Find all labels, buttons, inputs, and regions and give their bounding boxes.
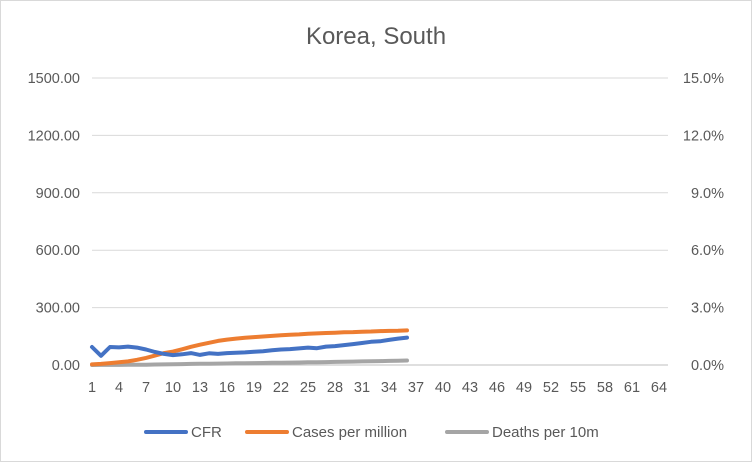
left-y-tick-label: 1500.00 (28, 71, 80, 87)
legend-label: Cases per million (292, 424, 407, 441)
series-line-cfr (90, 335, 409, 358)
right-y-tick-label: 12.0% (683, 128, 724, 144)
x-tick-label: 46 (489, 380, 505, 396)
right-y-axis: 0.0% 3.0% 6.0% 9.0% 12.0% 15.0% (683, 71, 724, 374)
right-y-tick-label: 6.0% (691, 243, 724, 259)
left-y-tick-label: 300.00 (36, 301, 80, 317)
x-tick-label: 37 (408, 380, 424, 396)
left-y-tick-label: 900.00 (36, 186, 80, 202)
x-tick-label: 34 (381, 380, 397, 396)
x-tick-label: 31 (354, 380, 370, 396)
x-tick-label: 58 (597, 380, 613, 396)
left-y-tick-label: 1200.00 (28, 128, 80, 144)
x-tick-label: 64 (651, 380, 667, 396)
x-tick-label: 49 (516, 380, 532, 396)
series-lines (90, 328, 409, 367)
chart-title: Korea, South (306, 23, 446, 50)
right-y-tick-label: 9.0% (691, 186, 724, 202)
x-tick-label: 16 (219, 380, 235, 396)
legend-label: CFR (191, 424, 222, 441)
x-tick-label: 43 (462, 380, 478, 396)
right-y-tick-label: 0.0% (691, 358, 724, 374)
x-tick-label: 40 (435, 380, 451, 396)
left-y-tick-label: 0.00 (52, 358, 80, 374)
left-y-axis: 0.00 300.00 600.00 900.00 1200.00 1500.00 (28, 71, 80, 374)
legend: CFR Cases per million Deaths per 10m (144, 424, 599, 441)
left-y-tick-label: 600.00 (36, 243, 80, 259)
series-line-deaths-per-10m (90, 358, 409, 367)
x-tick-label: 4 (115, 380, 123, 396)
x-tick-label: 25 (300, 380, 316, 396)
legend-label: Deaths per 10m (492, 424, 599, 441)
x-axis: 1 4 7 10 13 16 19 22 25 28 31 34 37 40 43 46 49 52 55 58 61 6… (88, 380, 667, 396)
x-tick-label: 28 (327, 380, 343, 396)
right-y-tick-label: 15.0% (683, 71, 724, 87)
x-tick-label: 7 (142, 380, 150, 396)
x-tick-label: 10 (165, 380, 181, 396)
grid-lines (92, 77, 668, 366)
series-line-cases-per-million (90, 328, 409, 367)
right-y-tick-label: 3.0% (691, 301, 724, 317)
x-tick-label: 22 (273, 380, 289, 396)
x-tick-label: 55 (570, 380, 586, 396)
x-tick-label: 52 (543, 380, 559, 396)
x-tick-label: 13 (192, 380, 208, 396)
x-tick-label: 1 (88, 380, 96, 396)
x-tick-label: 19 (246, 380, 262, 396)
x-tick-label: 61 (624, 380, 640, 396)
